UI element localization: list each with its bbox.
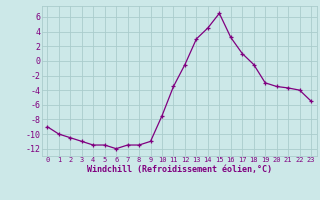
X-axis label: Windchill (Refroidissement éolien,°C): Windchill (Refroidissement éolien,°C) [87, 165, 272, 174]
